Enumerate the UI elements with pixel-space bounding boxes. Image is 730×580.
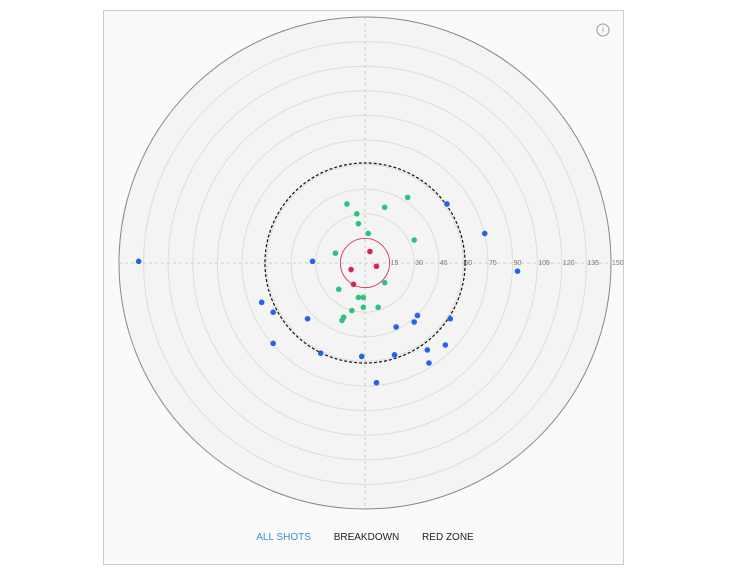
shot	[411, 319, 418, 325]
shot	[373, 263, 380, 270]
shot	[414, 312, 421, 319]
r-tick-label: 15	[391, 260, 399, 267]
r-tick-label: 45	[440, 260, 448, 267]
shot	[135, 258, 142, 265]
r-tick-label: 30	[415, 260, 423, 267]
shot	[411, 237, 418, 243]
r-tick-label: 90	[514, 260, 522, 267]
shot	[375, 304, 381, 311]
shot	[304, 315, 311, 322]
shot	[391, 352, 398, 358]
shot	[355, 294, 362, 301]
shot	[360, 294, 367, 301]
shot	[442, 342, 449, 348]
shot	[354, 211, 360, 217]
shot	[447, 315, 454, 322]
shot	[270, 309, 276, 316]
shot	[365, 230, 372, 237]
shot	[358, 353, 365, 360]
r-tick-label: 120	[563, 260, 575, 267]
shot	[339, 317, 345, 324]
shot	[381, 279, 388, 286]
r-tick-label: 105	[538, 260, 550, 267]
shot	[393, 324, 399, 330]
shot	[381, 204, 388, 211]
shot	[309, 258, 316, 265]
shot	[514, 268, 521, 275]
r-tick-label: 150	[612, 260, 624, 267]
shot	[373, 379, 380, 386]
r-tick-label: 60	[464, 260, 472, 267]
shot	[258, 299, 265, 306]
tab[interactable]: RED ZONE	[422, 532, 474, 543]
shot	[348, 266, 354, 273]
shot	[355, 220, 362, 227]
info-icon[interactable]	[596, 23, 610, 37]
shot	[270, 340, 276, 347]
shot	[350, 281, 357, 288]
shot	[317, 350, 324, 357]
red-zone-ring	[339, 237, 390, 288]
tabs: ALL SHOTS BREAKDOWN RED ZONE	[0, 532, 730, 543]
shot	[344, 201, 350, 207]
reference-ring	[264, 162, 466, 364]
shot	[404, 194, 411, 201]
shot	[367, 248, 373, 255]
shot	[424, 347, 431, 353]
tab[interactable]: BREAKDOWN	[333, 532, 400, 543]
shot	[481, 230, 488, 237]
shot	[335, 286, 342, 293]
shot	[426, 360, 432, 366]
shot	[360, 304, 367, 311]
shot	[444, 201, 450, 207]
info-icon-text[interactable]: i	[602, 26, 604, 35]
shot	[349, 307, 355, 314]
r-tick-label: 135	[587, 260, 599, 267]
tab[interactable]: ALL SHOTS	[256, 532, 311, 543]
shot	[332, 250, 339, 256]
r-tick-label: 75	[489, 260, 497, 267]
